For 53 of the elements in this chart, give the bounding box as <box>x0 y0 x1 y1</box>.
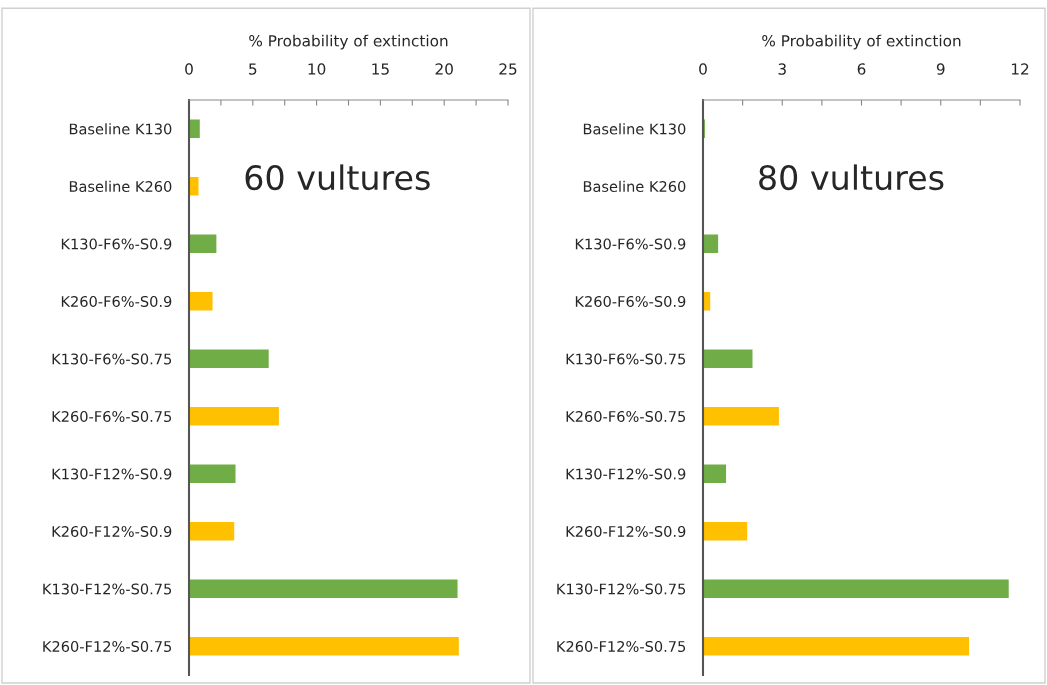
bar <box>703 635 971 658</box>
x-tick-label: 15 <box>372 63 389 75</box>
bar <box>189 577 459 600</box>
x-tick-label: 6 <box>857 63 866 75</box>
bar <box>189 175 200 198</box>
x-tick-label: 0 <box>185 63 193 75</box>
bar <box>189 347 271 370</box>
bar <box>189 635 461 658</box>
bar <box>703 462 728 485</box>
x-tick-label: 20 <box>435 63 453 75</box>
bar <box>189 405 281 428</box>
y-tick-label: K130-F12%-S0.9 <box>566 468 686 480</box>
bar <box>189 462 237 485</box>
bar <box>189 232 218 255</box>
bar <box>703 520 749 543</box>
x-tick-label: 3 <box>778 63 786 75</box>
y-tick-label: K130-F6%-S0.75 <box>52 353 172 365</box>
y-tick-label: K260-F12%-S0.75 <box>43 640 172 652</box>
y-tick-label: K130-F6%-S0.9 <box>575 238 686 250</box>
y-tick-label: Baseline K260 <box>69 180 172 192</box>
bar <box>703 290 712 313</box>
x-tick-label: 9 <box>936 63 945 75</box>
bar <box>703 232 720 255</box>
y-tick-label: K130-F12%-S0.75 <box>43 583 172 595</box>
y-tick-label: K260-F6%-S0.9 <box>61 295 172 307</box>
y-tick-label: Baseline K130 <box>69 123 172 135</box>
annotation: 60 vultures <box>245 164 430 191</box>
bar <box>189 117 202 140</box>
bar <box>189 290 214 313</box>
y-tick-label: Baseline K260 <box>583 180 686 192</box>
bar <box>703 405 781 428</box>
y-tick-label: K130-F6%-S0.75 <box>566 353 686 365</box>
bar <box>703 347 754 370</box>
y-tick-label: K130-F6%-S0.9 <box>61 238 172 250</box>
y-tick-label: K260-F12%-S0.75 <box>557 640 686 652</box>
x-tick-label: 10 <box>308 63 326 75</box>
bar <box>189 520 236 543</box>
x-axis-title: % Probability of extinction <box>762 34 961 50</box>
x-tick-label: 12 <box>1011 63 1029 75</box>
y-tick-label: Baseline K130 <box>583 123 686 135</box>
y-tick-label: K260-F12%-S0.9 <box>52 525 172 537</box>
y-tick-label: K260-F6%-S0.9 <box>575 295 686 307</box>
y-tick-label: K130-F12%-S0.9 <box>52 468 172 480</box>
y-tick-label: K260-F6%-S0.75 <box>566 410 686 422</box>
annotation: 80 vultures <box>759 164 944 191</box>
y-tick-label: K260-F12%-S0.9 <box>566 525 686 537</box>
x-tick-label: 0 <box>699 63 707 75</box>
y-tick-label: K130-F12%-S0.75 <box>557 583 686 595</box>
x-tick-label: 5 <box>249 63 257 75</box>
x-tick-label: 25 <box>499 63 517 75</box>
y-tick-label: K260-F6%-S0.75 <box>52 410 172 422</box>
x-axis-title: % Probability of extinction <box>249 34 448 50</box>
bar <box>703 577 1011 600</box>
